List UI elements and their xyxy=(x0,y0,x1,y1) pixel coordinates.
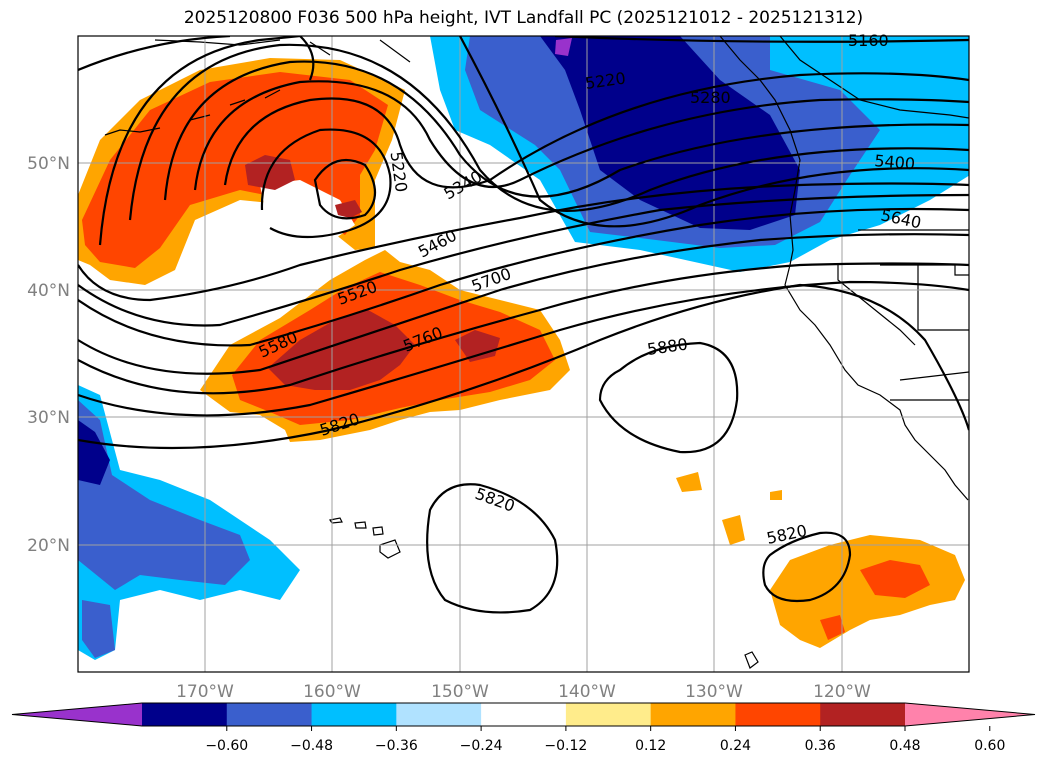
ivt-negative-shading xyxy=(78,36,969,660)
colorbar-tick-label: −0.48 xyxy=(290,738,333,754)
colorbar-tick-label: −0.12 xyxy=(544,738,587,754)
colorbar-segment xyxy=(565,703,652,726)
height-contours xyxy=(78,36,969,614)
colorbar-tick-label: −0.24 xyxy=(460,738,503,754)
colorbar-segment xyxy=(481,703,567,726)
map-area xyxy=(78,36,969,672)
lon-label: 150°W xyxy=(431,682,489,702)
colorbar-segment xyxy=(735,703,821,726)
colorbar-segment xyxy=(396,703,482,726)
colorbar-segment xyxy=(226,703,313,726)
colorbar-tick-label: −0.36 xyxy=(375,738,418,754)
colorbar-extend-low xyxy=(12,703,142,726)
contour-label: 5400 xyxy=(874,151,916,173)
lat-label: 40°N xyxy=(27,281,70,301)
map-frame xyxy=(77,35,970,673)
colorbar-outline xyxy=(11,702,1036,727)
lon-label: 170°W xyxy=(176,682,234,702)
contour-label: 5280 xyxy=(690,88,731,107)
colorbar-tick-label: 0.36 xyxy=(805,738,836,754)
longitude-labels: 170°W 160°W 150°W 140°W 130°W 120°W xyxy=(176,682,871,702)
colorbar xyxy=(11,702,1036,727)
colorbar-tick-label: 0.48 xyxy=(889,738,920,754)
colorbar-tick-label: 0.60 xyxy=(974,738,1005,754)
coastlines xyxy=(104,36,969,501)
colorbar-ticks: −0.60 −0.48 −0.36 −0.24 −0.12 0.12 0.24 0.36 0.4… xyxy=(205,726,1005,754)
colorbar-segment xyxy=(820,703,906,726)
latitude-labels: 50°N 40°N 30°N 20°N xyxy=(27,154,70,556)
lon-label: 140°W xyxy=(558,682,616,702)
lon-label: 120°W xyxy=(813,682,871,702)
lat-label: 50°N xyxy=(27,154,70,174)
colorbar-tick-label: 0.12 xyxy=(635,738,666,754)
contour-label: 5160 xyxy=(848,31,889,50)
colorbar-tick-label: −0.60 xyxy=(205,738,248,754)
lon-label: 130°W xyxy=(685,682,743,702)
lon-label: 160°W xyxy=(303,682,361,702)
colorbar-segment xyxy=(311,703,397,726)
lat-label: 20°N xyxy=(27,536,70,556)
islands xyxy=(329,517,759,669)
colorbar-extend-high xyxy=(905,703,1035,726)
colorbar-segment xyxy=(142,703,228,726)
colorbar-tick-label: 0.24 xyxy=(720,738,751,754)
lat-label: 30°N xyxy=(27,408,70,428)
map-title: 2025120800 F036 500 hPa height, IVT Land… xyxy=(183,8,864,28)
colorbar-segment xyxy=(650,703,736,726)
graticule xyxy=(78,36,969,672)
